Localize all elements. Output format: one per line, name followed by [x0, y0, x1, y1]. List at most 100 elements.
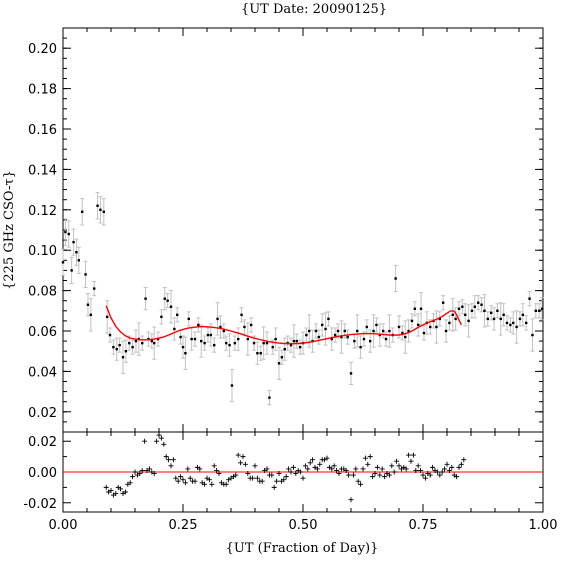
tau-data-point — [181, 345, 185, 349]
residual-point — [372, 471, 378, 477]
residual-point — [192, 478, 198, 484]
residual-point — [163, 454, 169, 460]
tau-data-point — [441, 301, 445, 304]
tau-data-point — [534, 309, 537, 312]
tau-data-point — [401, 331, 404, 335]
tau-data-point — [321, 323, 324, 327]
x-tick-label: 0.75 — [409, 518, 438, 533]
tau-data-point — [518, 317, 522, 321]
tau-data-point — [353, 339, 356, 343]
tau-data-point — [228, 343, 231, 347]
residual-point — [137, 471, 143, 477]
tau-data-point — [144, 297, 147, 300]
residual-point — [170, 457, 176, 463]
tau-data-point — [417, 323, 420, 327]
tau-data-point — [480, 303, 483, 306]
residual-point — [346, 472, 352, 478]
residual-point — [391, 469, 397, 475]
residual-point — [427, 472, 433, 478]
residual-point — [302, 463, 308, 469]
residual-point — [374, 464, 380, 470]
residual-point — [187, 475, 193, 481]
residual-point — [252, 463, 258, 469]
tau-data-point — [413, 307, 417, 310]
resid-y-tick-label: 0.02 — [28, 435, 57, 450]
residual-point — [314, 466, 320, 472]
residual-point — [365, 461, 371, 467]
tau-data-point — [308, 329, 311, 333]
tau-data-point — [252, 341, 256, 345]
y-axis-label: {225 GHz CSO-τ} — [2, 170, 17, 290]
residual-point — [334, 467, 340, 473]
tau-data-point — [81, 210, 84, 214]
residual-point — [367, 454, 373, 460]
residual-point — [113, 491, 119, 497]
tau-data-point — [448, 321, 451, 325]
residual-point — [173, 475, 179, 481]
tau-data-point — [419, 307, 423, 310]
tau-data-point — [262, 341, 265, 345]
tau-data-point — [169, 305, 173, 308]
tau-data-point — [314, 329, 318, 333]
residual-point — [358, 481, 364, 487]
residual-point — [343, 467, 349, 473]
residual-point — [108, 487, 114, 493]
tau-data-point — [134, 339, 138, 343]
tau-data-point — [216, 317, 219, 321]
residual-point — [437, 472, 443, 478]
residual-point — [264, 466, 270, 472]
residual-point — [331, 463, 337, 469]
residual-point — [403, 466, 409, 472]
tau-data-point — [330, 337, 333, 341]
residual-point — [298, 469, 304, 475]
tau-data-point — [410, 319, 414, 323]
tau-data-point — [184, 352, 187, 355]
tau-data-point — [64, 230, 67, 234]
residual-point — [305, 466, 311, 472]
residual-point — [178, 474, 184, 480]
tau-data-point — [190, 337, 193, 341]
tau-data-point — [128, 341, 131, 345]
tau-data-point — [388, 329, 391, 333]
residual-point — [353, 466, 359, 472]
tau-data-point — [451, 313, 454, 317]
tau-data-point — [317, 335, 321, 339]
y-tick-label: 0.06 — [28, 325, 57, 340]
tau-data-point — [160, 315, 163, 319]
chart-title: {UT Date: 20090125} — [241, 2, 387, 17]
tau-data-point — [521, 313, 525, 317]
residual-point — [197, 466, 203, 472]
residual-point — [103, 484, 109, 490]
residual-point — [317, 461, 323, 467]
tau-data-point — [454, 317, 457, 321]
resid-y-tick-label: 0.00 — [28, 466, 57, 481]
residual-point — [394, 458, 400, 464]
tau-data-point — [99, 208, 102, 211]
residual-point — [355, 478, 361, 484]
tau-data-point — [349, 372, 353, 375]
residual-point — [329, 466, 335, 472]
residual-point — [216, 471, 222, 477]
residual-point — [156, 432, 162, 438]
residual-point — [415, 463, 421, 469]
tau-data-point — [225, 341, 228, 345]
tau-data-point — [274, 337, 277, 341]
residual-point — [444, 461, 450, 467]
main-panel: 0.02 0.04 0.06 0.08 0.10 0.12 0.14 0.16 0.18 0.20 — [28, 27, 545, 433]
tau-data-point — [305, 333, 308, 337]
residual-point — [175, 478, 181, 484]
residual-point — [420, 472, 426, 478]
tau-data-point — [384, 337, 388, 341]
tau-data-point — [203, 341, 206, 345]
tau-data-point — [289, 343, 293, 347]
residual-point — [242, 461, 248, 467]
residual-point — [214, 467, 220, 473]
residual-point — [211, 463, 217, 469]
tau-data-point — [67, 232, 70, 236]
tau-data-point — [365, 325, 369, 329]
y-tick-label: 0.16 — [28, 123, 57, 138]
tau-data-point — [118, 343, 121, 347]
tau-data-point — [176, 313, 179, 317]
residual-point — [336, 471, 342, 477]
